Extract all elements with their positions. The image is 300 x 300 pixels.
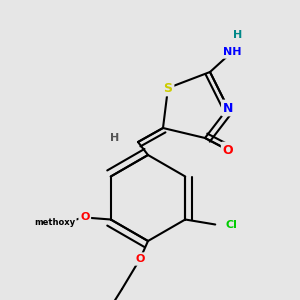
Text: O: O: [223, 143, 233, 157]
Text: O: O: [80, 212, 89, 223]
Text: methoxy: methoxy: [34, 218, 75, 227]
Text: N: N: [223, 101, 233, 115]
Text: NH: NH: [223, 47, 241, 57]
Text: H: H: [233, 30, 243, 40]
Text: Cl: Cl: [225, 220, 237, 230]
Text: H: H: [110, 133, 120, 143]
Text: O: O: [135, 254, 145, 264]
Text: S: S: [164, 82, 172, 94]
